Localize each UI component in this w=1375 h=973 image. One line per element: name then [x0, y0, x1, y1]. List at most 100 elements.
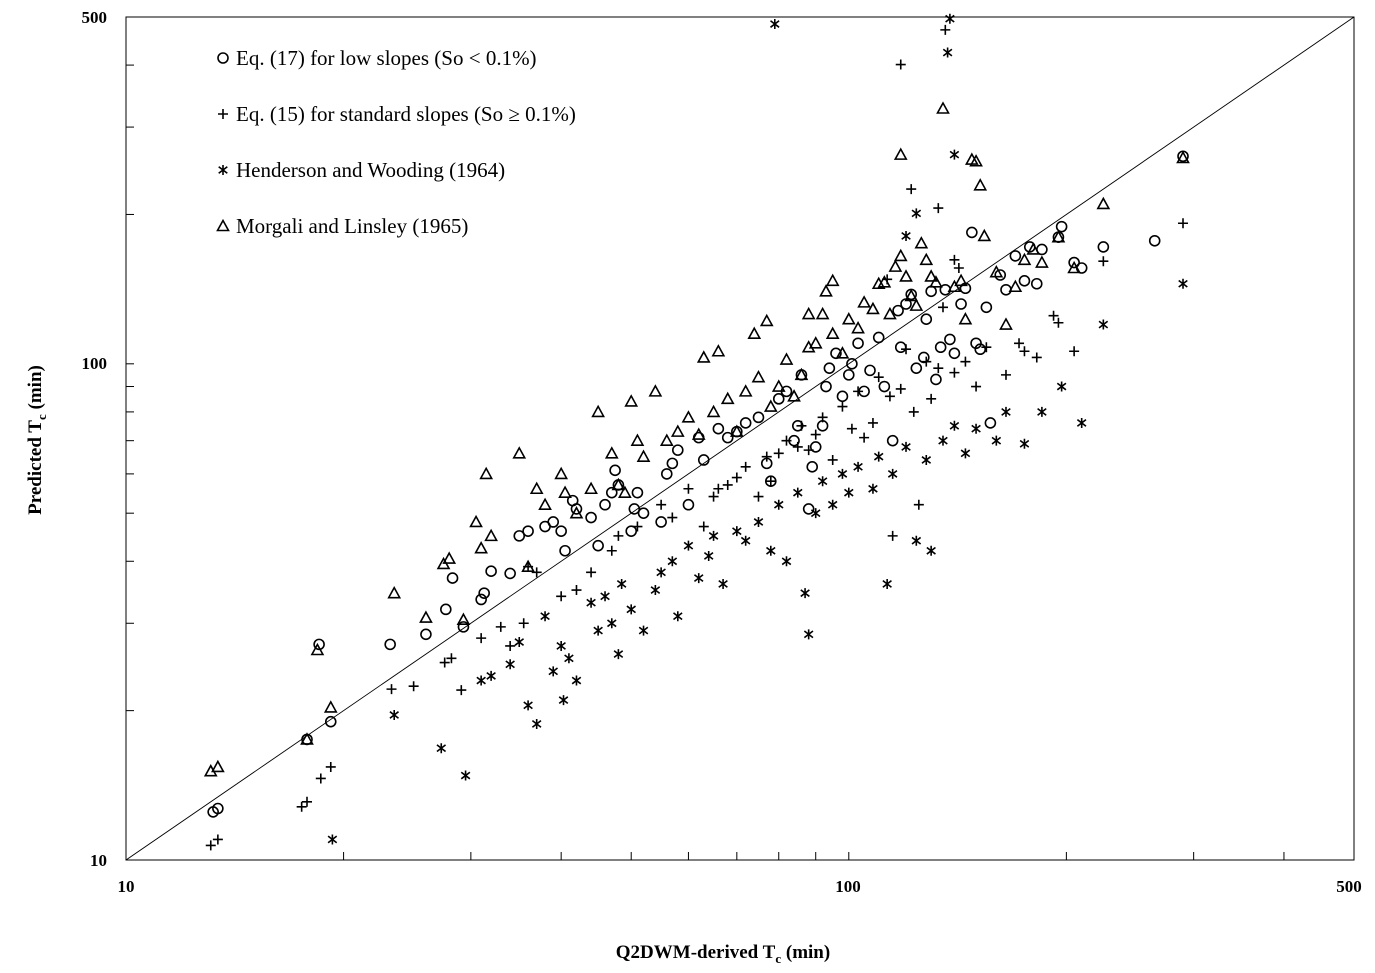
data-point-asterisk — [593, 625, 603, 636]
data-point-circle — [892, 304, 904, 317]
data-point-asterisk — [613, 649, 624, 660]
data-point-plus — [887, 530, 898, 541]
data-point-asterisk — [766, 545, 776, 556]
data-point-plus — [773, 448, 784, 459]
legend-label-henderson: Henderson and Wooding (1964) — [236, 158, 505, 182]
data-point-circle — [864, 364, 876, 377]
data-point-plus — [761, 451, 772, 462]
data-point-triangle — [779, 352, 794, 365]
data-point-plus — [325, 761, 336, 772]
data-point-triangle — [529, 481, 544, 495]
data-point-asterisk — [548, 666, 559, 677]
data-point-triangle — [929, 275, 943, 288]
data-point-asterisk — [810, 508, 821, 519]
data-point-circle — [555, 525, 567, 537]
data-point-circle — [485, 565, 497, 577]
data-point-asterisk — [1076, 417, 1087, 428]
data-point-circle — [802, 503, 815, 515]
data-point-asterisk — [945, 13, 955, 24]
data-point-asterisk — [531, 718, 542, 729]
data-point-circle — [457, 621, 470, 633]
legend-marker-circle — [217, 52, 229, 64]
data-point-asterisk — [606, 618, 617, 629]
data-point-triangle — [323, 700, 338, 713]
data-point-triangle — [909, 298, 924, 311]
y-tick-label-10: 10 — [90, 851, 107, 870]
data-point-asterisk — [667, 556, 678, 567]
data-point-triangle — [958, 312, 973, 325]
data-point-triangle — [670, 424, 685, 437]
data-point-plus — [867, 417, 878, 428]
data-point-asterisk — [718, 578, 728, 589]
data-point-triangle — [538, 497, 552, 511]
data-point-circle — [920, 313, 933, 326]
data-point-asterisk — [911, 208, 922, 219]
data-point-plus — [1053, 317, 1064, 328]
data-point-triangle — [819, 284, 833, 297]
data-point-asterisk — [600, 591, 610, 602]
data-point-triangle — [1008, 279, 1023, 293]
data-point-triangle — [808, 336, 823, 349]
data-point-triangle — [899, 269, 913, 282]
data-point-circle — [852, 337, 864, 350]
data-point-plus — [792, 441, 803, 452]
data-point-plus — [933, 203, 944, 214]
data-point-triangle — [711, 344, 726, 357]
data-point-circle — [631, 486, 644, 499]
legend-item-morgali: Morgali and Linsley (1965) — [216, 214, 468, 238]
data-point-triangle — [924, 269, 939, 282]
data-point-circle — [671, 444, 684, 456]
data-point-circle — [721, 431, 734, 444]
data-point-plus — [971, 381, 982, 392]
data-point-asterisk — [626, 604, 636, 615]
data-point-triangle — [1051, 229, 1066, 243]
data-point-circle — [878, 380, 891, 393]
data-point-plus — [1019, 346, 1030, 357]
data-point-asterisk — [1001, 406, 1011, 417]
data-point-asterisk — [803, 629, 814, 640]
data-point-plus — [1178, 218, 1189, 229]
data-point-plus — [386, 684, 397, 695]
data-point-circle — [666, 457, 679, 470]
data-point-circle — [1009, 250, 1022, 262]
data-point-circle — [478, 587, 490, 599]
data-point-asterisk — [693, 573, 704, 584]
data-point-plus — [667, 512, 678, 523]
data-point-circle — [1018, 274, 1031, 287]
data-point-triangle — [521, 559, 535, 573]
data-point-asterisk — [882, 578, 892, 589]
data-point-circle — [559, 544, 571, 557]
data-point-triangle — [584, 481, 598, 495]
data-point-plus — [296, 801, 307, 812]
data-point-plus — [632, 521, 643, 532]
data-point-asterisk — [781, 556, 792, 567]
data-points — [203, 13, 1190, 851]
data-point-triangle — [300, 732, 314, 745]
data-point-triangle — [969, 154, 983, 167]
data-point-plus — [302, 796, 313, 807]
data-point-asterisk — [436, 743, 447, 754]
data-point-asterisk — [770, 19, 780, 30]
data-point-plus — [796, 420, 807, 431]
data-point-asterisk — [703, 550, 714, 561]
data-point-triangle — [1096, 196, 1111, 210]
data-point-plus — [921, 356, 932, 367]
data-point-circle — [820, 380, 832, 393]
data-point-circle — [697, 454, 710, 466]
data-point-triangle — [893, 147, 908, 160]
data-point-triangle — [636, 449, 651, 462]
legend-marker-asterisk — [218, 165, 228, 175]
data-point-triangle — [558, 485, 572, 498]
data-point-circle — [842, 369, 855, 381]
data-point-asterisk — [911, 535, 922, 546]
data-point-triangle — [624, 394, 639, 407]
data-point-triangle — [604, 446, 619, 459]
data-point-plus — [205, 840, 216, 851]
data-point-circle — [1097, 241, 1110, 253]
data-point-triangle — [442, 551, 457, 564]
data-point-triangle — [904, 288, 919, 302]
data-point-asterisk — [650, 585, 661, 596]
data-point-asterisk — [753, 516, 764, 527]
data-point-asterisk — [486, 670, 496, 681]
